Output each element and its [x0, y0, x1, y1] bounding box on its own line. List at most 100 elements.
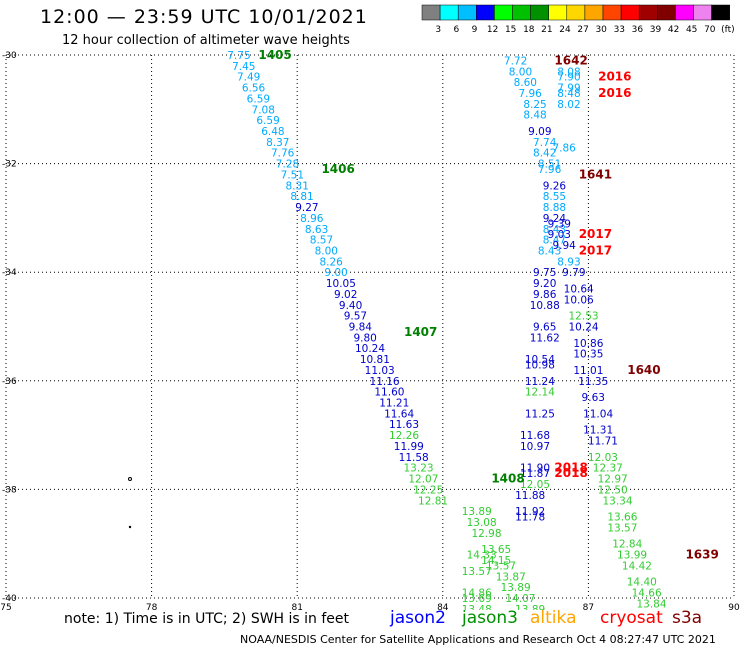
wave-height-value: 7.72 [504, 55, 527, 67]
wave-height-value: 12.97 [598, 474, 628, 486]
wave-height-value: 7.51 [281, 169, 304, 181]
wave-height-value: 14.66 [632, 588, 662, 600]
pass-label: 2017 [579, 243, 612, 257]
wave-height-value: 12.53 [569, 311, 599, 323]
wave-height-value: 7.49 [237, 72, 260, 84]
wave-height-value: 14.86 [462, 588, 492, 600]
wave-height-value: 12.14 [525, 387, 555, 399]
wave-height-value: 13.08 [467, 517, 497, 529]
y-tick-label: -40 [2, 594, 17, 604]
wave-height-value: 9.02 [334, 289, 357, 301]
wave-height-value: 12.98 [471, 528, 501, 540]
wave-height-value: 13.57 [607, 522, 637, 534]
wave-height-value: 8.47 [543, 235, 566, 247]
wave-height-value: 8.60 [514, 77, 537, 89]
wave-height-value: 11.35 [578, 376, 608, 388]
wave-height-value: 14.40 [627, 577, 657, 589]
wave-height-value: 9.57 [344, 311, 367, 323]
pass-label: 1642 [554, 53, 587, 67]
wave-height-value: 10.86 [573, 338, 603, 350]
wave-height-value: 14.42 [622, 560, 652, 572]
colorbar-label: (ft) [721, 25, 735, 35]
wave-height-value: 10.05 [326, 278, 356, 290]
wave-height-value: 14.33 [467, 550, 497, 562]
wave-height-value: 10.24 [355, 343, 385, 355]
x-tick-label: 87 [583, 603, 594, 610]
wave-height-value: 8.26 [319, 256, 343, 268]
y-tick-label: -38 [2, 485, 17, 495]
wave-height-value: 8.00 [315, 245, 338, 257]
wave-height-value: 13.69 [462, 593, 492, 605]
wave-height-value: 11.87 [520, 468, 550, 480]
y-tick-label: -36 [2, 377, 17, 387]
wave-height-value: 12.84 [612, 539, 642, 551]
map-marker [128, 525, 132, 529]
wave-height-value: 13.89 [462, 506, 492, 518]
wave-height-value: 8.43 [543, 224, 566, 236]
wave-height-value: 13.57 [486, 560, 516, 572]
wave-height-value: 7.75 [227, 50, 250, 62]
x-tick-label: 90 [728, 603, 740, 610]
pass-label: 1639 [685, 548, 718, 562]
colorbar-label: 15 [505, 25, 516, 35]
pass-label: 1640 [627, 363, 660, 377]
wave-height-value: 12.07 [408, 474, 438, 486]
wave-height-value: 11.03 [365, 365, 395, 377]
pass-label: 2018 [554, 461, 587, 475]
wave-height-value: 9.86 [533, 289, 557, 301]
pass-label: 2016 [598, 86, 631, 100]
wave-height-value: 8.51 [538, 159, 561, 171]
wave-height-value: 11.25 [525, 408, 555, 420]
wave-height-value: 9.84 [349, 322, 373, 334]
wave-height-value: 9.94 [552, 240, 576, 252]
wave-height-value: 10.24 [569, 322, 599, 334]
wave-height-value: 7.90 [557, 72, 580, 84]
wave-height-value: 12.26 [389, 430, 419, 442]
wave-height-value: 13.48 [462, 604, 492, 610]
wave-height-value: 9.24 [543, 213, 567, 225]
wave-height-value: 6.48 [261, 126, 284, 138]
wave-height-value: 11.58 [399, 452, 429, 464]
wave-height-value: 9.40 [339, 300, 362, 312]
colorbar-label: 33 [614, 25, 625, 35]
wave-height-value: 7.45 [232, 61, 255, 73]
pass-label: 2017 [579, 227, 612, 241]
colorbar-label: 39 [650, 25, 662, 35]
pass-label: 1407 [404, 325, 437, 339]
wave-height-value: 10.97 [520, 441, 550, 453]
wave-height-value: 9.20 [533, 278, 556, 290]
colorbar-label: 70 [704, 25, 716, 35]
wave-height-value: 10.81 [360, 354, 390, 366]
wave-height-value: 13.84 [636, 598, 666, 610]
y-tick-label: -32 [2, 160, 17, 170]
wave-height-value: 9.00 [324, 267, 347, 279]
wave-height-value: 8.25 [523, 99, 546, 111]
wave-height-value: 7.96 [538, 164, 562, 176]
wave-height-value: 13.23 [404, 463, 434, 475]
colorbar-label: 24 [559, 25, 571, 35]
wave-height-value: 10.98 [525, 360, 555, 372]
page-title: 12:00 — 23:59 UTC 10/01/2021 [40, 6, 368, 28]
wave-height-value: 7.96 [518, 88, 542, 100]
wave-height-value: 11.60 [374, 387, 404, 399]
wave-height-value: 13.89 [501, 582, 531, 594]
pass-label: 1405 [258, 48, 291, 62]
pass-label: 1406 [321, 162, 354, 176]
wave-height-value: 8.37 [266, 137, 289, 149]
wave-height-value: 8.48 [557, 88, 580, 100]
wave-height-value: 7.76 [271, 148, 295, 160]
pass-label: 2018 [554, 466, 587, 480]
wave-height-value: 10.54 [525, 354, 555, 366]
wave-height-value: 11.90 [520, 463, 550, 475]
pass-label: 2016 [598, 70, 631, 84]
colorbar-label: 6 [454, 25, 460, 35]
wave-height-value: 8.42 [533, 148, 556, 160]
colorbar-label: 27 [577, 25, 588, 35]
wave-height-value: 8.88 [543, 202, 566, 214]
wave-height-value: 8.48 [523, 110, 546, 122]
satellite-s3a: s3a [672, 608, 703, 628]
wave-height-value: 9.03 [548, 229, 571, 241]
wave-height-value: 13.57 [462, 566, 492, 578]
wave-height-value: 10.88 [530, 300, 560, 312]
